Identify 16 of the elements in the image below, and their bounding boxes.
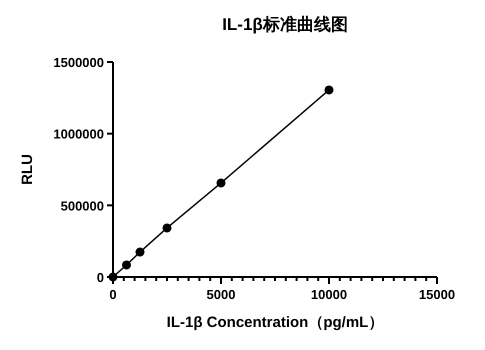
x-tick-label: 5000 [206, 287, 236, 302]
y-tick-label: 0 [96, 270, 104, 285]
x-axis-title: IL-1β Concentration（pg/mL） [166, 314, 384, 331]
y-axis-title: RLU [19, 154, 36, 185]
point [216, 178, 226, 188]
point [324, 85, 334, 94]
y-tick-label: 500000 [60, 198, 104, 214]
point [162, 223, 172, 232]
point [122, 260, 131, 270]
y-tick-label: 1000000 [53, 126, 104, 142]
x-tick-label: 10000 [310, 287, 348, 302]
point [136, 248, 144, 257]
y-tick-label: 1500000 [53, 55, 104, 70]
x-tick-label: 0 [109, 287, 117, 302]
chart-title: IL-1β标准曲线图 [222, 15, 348, 34]
x-tick-label: 15000 [418, 287, 456, 302]
